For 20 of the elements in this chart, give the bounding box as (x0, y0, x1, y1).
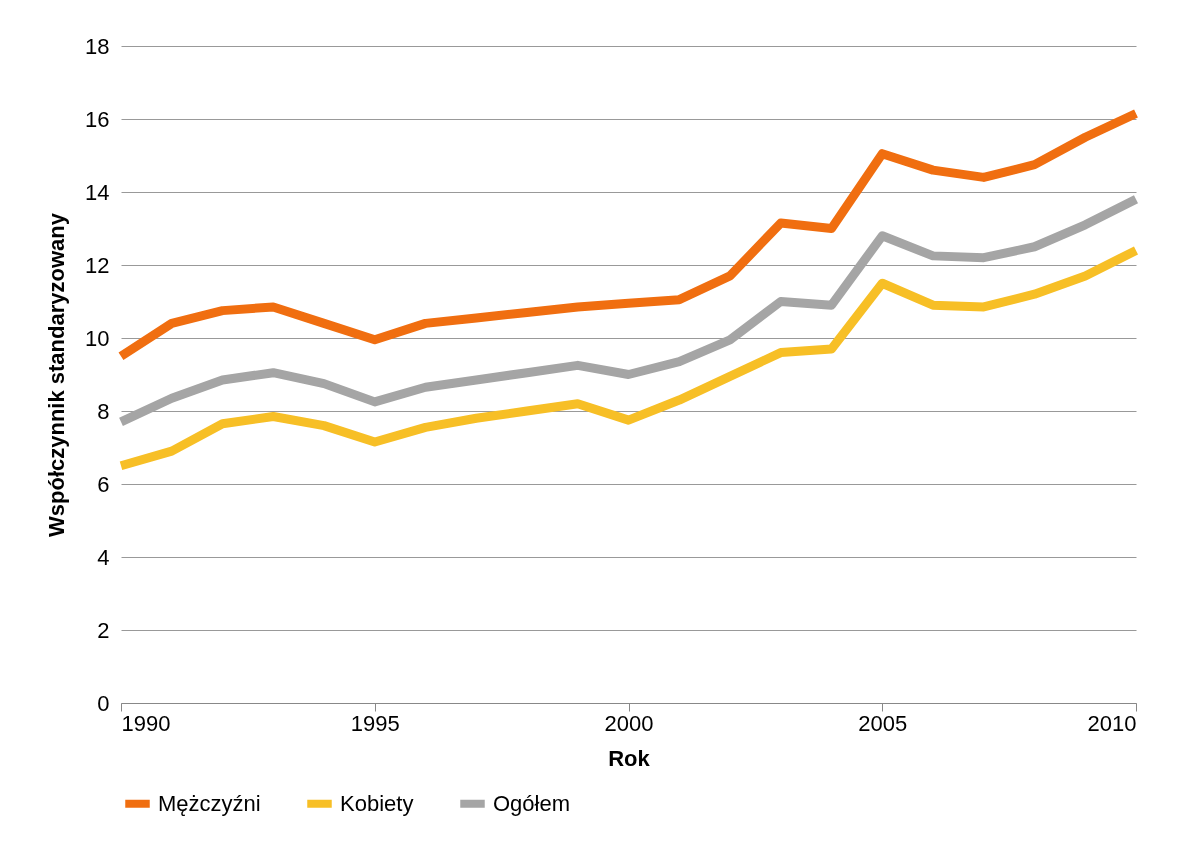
y-tick-label: 14 (85, 179, 110, 205)
y-axis-title: Współczynnik standaryzowany (44, 212, 70, 537)
x-tick-label: 1990 (121, 710, 171, 736)
y-tick-label: 4 (97, 544, 110, 570)
y-tick-label: 2 (97, 617, 110, 643)
y-tick-label: 8 (97, 398, 110, 424)
y-tick-label: 18 (85, 33, 110, 59)
x-tick-label: 2010 (1087, 710, 1137, 736)
legend-label: Kobiety (340, 790, 414, 816)
y-tick-label: 12 (85, 252, 110, 278)
x-tick-label: 2000 (604, 710, 654, 736)
legend-label: Mężczyźni (158, 790, 261, 816)
y-tick-label: 6 (97, 471, 110, 497)
y-tick-label: 16 (85, 106, 110, 132)
y-tick-label: 10 (85, 325, 110, 351)
x-tick-label: 1995 (350, 710, 400, 736)
y-tick-label: 0 (97, 690, 110, 716)
legend-label: Ogółem (493, 790, 571, 816)
x-tick-label: 2005 (858, 710, 908, 736)
x-axis-title: Rok (608, 745, 651, 771)
